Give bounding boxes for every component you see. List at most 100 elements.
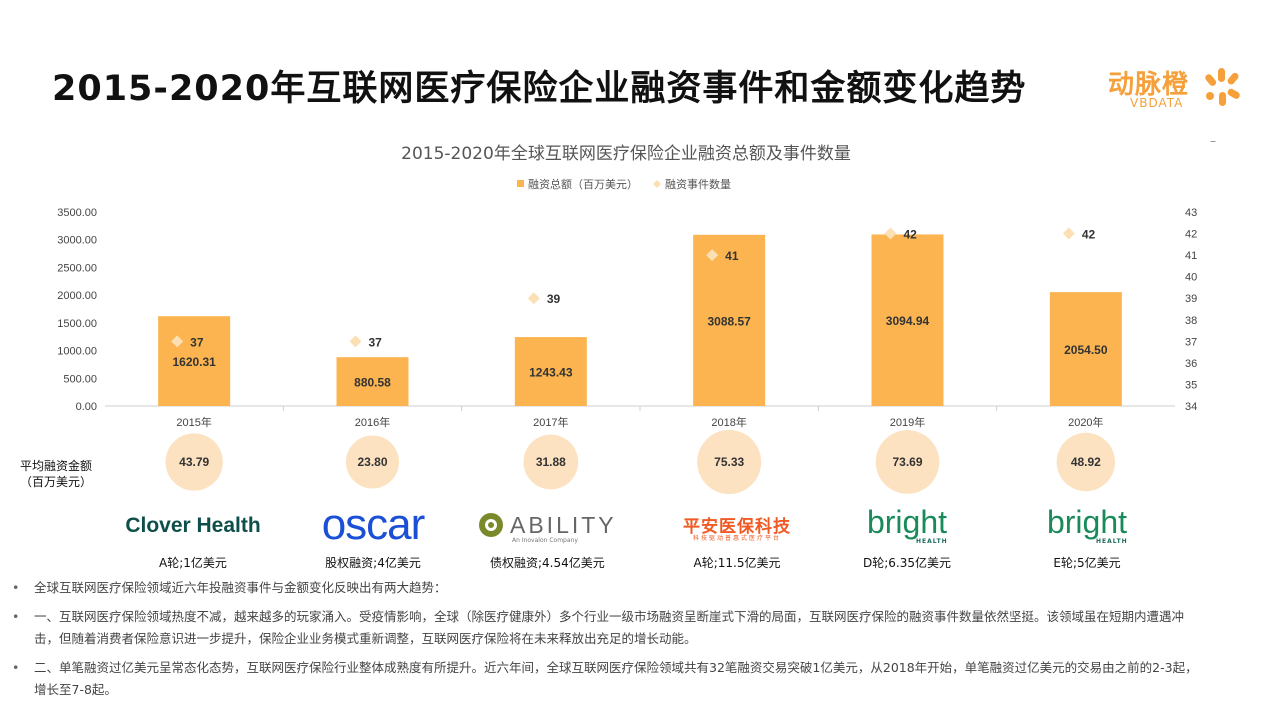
avg-value-label: 75.33 — [714, 455, 744, 469]
count-point — [349, 335, 362, 348]
avg-amount-row: 43.79 23.80 31.88 75.33 73.69 48.92 — [165, 430, 1116, 494]
avg-title-line2: （百万美元） — [19, 475, 92, 489]
bar — [871, 234, 944, 406]
avg-value-label: 23.80 — [357, 455, 387, 469]
x-axis: 2015年 2016年 2017年 2018年 2019年 2020年 — [176, 406, 1104, 429]
company-caption: 股权融资;4亿美元 — [325, 556, 421, 570]
y-tick-right: 37 — [1185, 336, 1197, 348]
bright-health-logo: bright HEALTH — [1046, 504, 1128, 545]
avg-amount-title: 平均融资金额 （百万美元） — [8, 458, 104, 490]
x-tick-label: 2019年 — [890, 415, 925, 429]
bar — [693, 234, 766, 406]
count-point — [884, 227, 897, 240]
bright-health-logo: bright HEALTH — [866, 504, 948, 545]
y-tick-left: 2500.00 — [57, 262, 97, 274]
summary-bullets: 全球互联网医疗保险领域近六年投融资事件与金额变化反映出有两大趋势： 一、互联网医… — [12, 577, 1202, 708]
count-value-label: 42 — [904, 228, 918, 242]
y-tick-left: 500.00 — [63, 373, 97, 385]
ability-mark-icon — [479, 513, 503, 537]
y-tick-right: 43 — [1185, 207, 1197, 219]
avg-value-label: 31.88 — [536, 455, 566, 469]
avg-circle — [345, 435, 400, 489]
y-tick-left: 1000.00 — [57, 346, 97, 358]
y-tick-right: 35 — [1185, 379, 1197, 391]
avg-circle — [523, 434, 579, 490]
count-value-label: 37 — [369, 335, 383, 349]
avg-title-line1: 平均融资金额 — [19, 459, 92, 473]
brand-logo: 动脉橙 VBDATA — [1108, 64, 1248, 114]
avg-value-label: 48.92 — [1071, 455, 1101, 469]
count-value-label: 39 — [547, 292, 561, 306]
left-axis: 0.00 500.00 1000.00 1500.00 2000.00 2500.00 30… — [57, 207, 97, 413]
y-tick-right: 38 — [1185, 315, 1197, 327]
legend-label-count: 融资事件数量 — [665, 178, 731, 191]
bar-value-label: 2054.50 — [1064, 343, 1108, 357]
company-caption: 债权融资;4.54亿美元 — [490, 556, 605, 570]
bullet-item: 全球互联网医疗保险领域近六年投融资事件与金额变化反映出有两大趋势： — [12, 577, 1202, 599]
count-point — [171, 335, 184, 348]
count-value-label: 42 — [1082, 228, 1096, 242]
chart-legend: 融资总额（百万美元） 融资事件数量 — [517, 177, 731, 191]
count-value-label: 37 — [190, 335, 204, 349]
bullet-item: 二、单笔融资过亿美元呈常态化态势，互联网医疗保险行业整体成熟度有所提升。近六年间… — [12, 657, 1202, 701]
y-tick-right: 36 — [1185, 358, 1197, 370]
y-tick-right: 41 — [1185, 250, 1197, 262]
bar-value-label: 880.58 — [354, 376, 391, 390]
clover-health-logo: Clover Health — [125, 514, 261, 537]
bar-labels: 1620.31 880.58 1243.43 3088.57 3094.94 2054.5… — [172, 314, 1107, 389]
y-tick-right: 39 — [1185, 293, 1197, 305]
y-tick-left: 0.00 — [76, 401, 97, 413]
company-caption: A轮;1亿美元 — [159, 556, 227, 570]
legend-label-amount: 融资总额（百万美元） — [528, 177, 638, 191]
company-clover-health: Clover Health A轮;1亿美元 — [118, 508, 268, 571]
dash-mark: – — [1210, 134, 1216, 148]
company-pingan: 平安医保科技 科技驱动普惠式医疗平台 A轮;11.5亿美元 — [662, 508, 812, 571]
company-bright-health-d: bright HEALTH D轮;6.35亿美元 — [832, 504, 982, 571]
oscar-logo: oscar — [321, 500, 426, 549]
brand-name: 动脉橙 — [1108, 70, 1190, 100]
y-tick-right: 42 — [1185, 229, 1197, 241]
orange-burst-icon — [1205, 68, 1240, 106]
bar-value-label: 3088.57 — [707, 314, 751, 328]
y-tick-right: 40 — [1185, 272, 1197, 284]
avg-value-label: 73.69 — [892, 455, 922, 469]
bar — [1049, 292, 1122, 406]
bar — [514, 337, 587, 406]
count-point — [527, 292, 540, 305]
bullet-item: 一、互联网医疗保险领域热度不减，越来越多的玩家涌入。受疫情影响，全球（除医疗健康… — [12, 606, 1202, 650]
company-caption: A轮;11.5亿美元 — [693, 556, 781, 570]
count-value-label: 41 — [725, 249, 739, 263]
count-series — [171, 227, 1075, 348]
count-point — [706, 249, 719, 262]
bar-value-label: 1620.31 — [172, 355, 216, 369]
legend-swatch-amount — [517, 180, 524, 187]
company-bright-health-e: bright HEALTH E轮;5亿美元 — [1012, 504, 1162, 571]
chart-title: 2015-2020年全球互联网医疗保险企业融资总额及事件数量 — [401, 144, 851, 164]
y-tick-left: 2000.00 — [57, 290, 97, 302]
avg-circle — [165, 433, 223, 491]
avg-value-label: 43.79 — [179, 455, 209, 469]
bar-value-label: 1243.43 — [529, 366, 573, 380]
bar — [336, 357, 409, 406]
x-tick-label: 2015年 — [176, 415, 211, 429]
avg-circle — [697, 430, 762, 494]
company-ability: ABILITY An Inovalon Company 债权融资;4.54亿美元 — [478, 508, 638, 571]
x-tick-label: 2018年 — [711, 415, 746, 429]
y-tick-left: 3500.00 — [57, 207, 97, 219]
y-tick-left: 1500.00 — [57, 318, 97, 330]
avg-circle — [875, 430, 940, 494]
y-tick-left: 3000.00 — [57, 235, 97, 247]
bar — [158, 316, 231, 406]
company-caption: D轮;6.35亿美元 — [862, 556, 951, 570]
funding-chart: 2015-2020年全球互联网医疗保险企业融资总额及事件数量 融资总额（百万美元… — [57, 144, 1197, 494]
x-tick-label: 2020年 — [1068, 415, 1103, 429]
x-tick-label: 2017年 — [533, 415, 568, 429]
right-axis: 34 35 36 37 38 39 40 41 42 43 — [1185, 207, 1197, 413]
legend-swatch-count — [653, 180, 661, 188]
ability-logo: ABILITY An Inovalon Company — [478, 508, 638, 548]
company-caption: E轮;5亿美元 — [1053, 556, 1121, 570]
pingan-logo: 平安医保科技 科技驱动普惠式医疗平台 — [683, 517, 791, 542]
count-point — [1062, 227, 1075, 240]
page-title: 2015-2020年互联网医疗保险企业融资事件和金额变化趋势 — [52, 69, 1027, 109]
y-tick-right: 34 — [1185, 401, 1197, 413]
